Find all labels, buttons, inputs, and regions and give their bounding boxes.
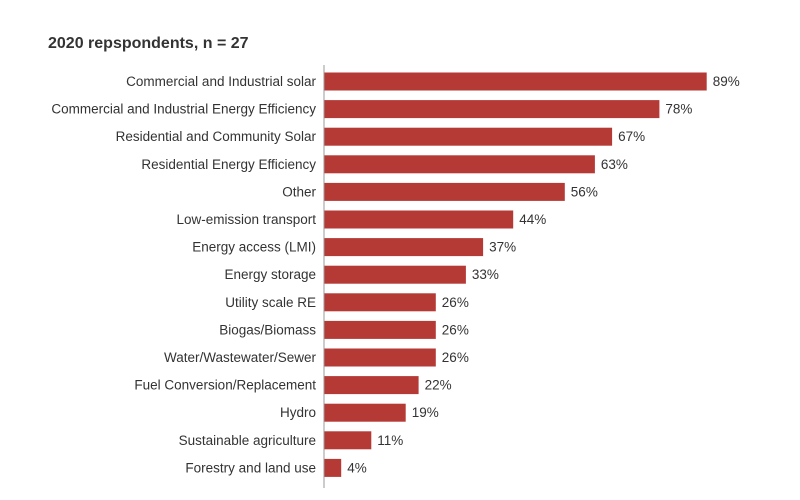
value-label: 26% bbox=[442, 350, 469, 365]
category-label: Residential Energy Efficiency bbox=[141, 157, 316, 172]
bar bbox=[324, 403, 406, 422]
value-label: 33% bbox=[472, 267, 499, 282]
value-label: 78% bbox=[665, 102, 692, 117]
category-label: Forestry and land use bbox=[185, 460, 316, 475]
category-label: Fuel Conversion/Replacement bbox=[134, 378, 316, 393]
category-label: Energy storage bbox=[224, 267, 316, 282]
value-label: 63% bbox=[601, 157, 628, 172]
value-label: 89% bbox=[713, 74, 740, 89]
bar bbox=[324, 72, 707, 91]
bar bbox=[324, 431, 372, 450]
category-label: Biogas/Biomass bbox=[219, 322, 316, 337]
category-label: Water/Wastewater/Sewer bbox=[164, 350, 317, 365]
category-label: Energy access (LMI) bbox=[192, 240, 316, 255]
value-label: 19% bbox=[412, 405, 439, 420]
bar bbox=[324, 210, 514, 229]
value-label: 26% bbox=[442, 295, 469, 310]
value-label: 44% bbox=[519, 212, 546, 227]
category-label: Utility scale RE bbox=[225, 295, 316, 310]
bar bbox=[324, 127, 613, 146]
bar bbox=[324, 238, 484, 257]
value-label: 67% bbox=[618, 129, 645, 144]
bar bbox=[324, 155, 595, 174]
category-label: Hydro bbox=[280, 405, 316, 420]
category-label: Residential and Community Solar bbox=[116, 129, 317, 144]
bar bbox=[324, 376, 419, 395]
value-label: 22% bbox=[425, 378, 452, 393]
category-label: Other bbox=[282, 184, 316, 199]
chart-title: 2020 repspondents, n = 27 bbox=[48, 35, 249, 52]
category-label: Low-emission transport bbox=[176, 212, 316, 227]
value-label: 4% bbox=[347, 460, 367, 475]
value-label: 56% bbox=[571, 184, 598, 199]
bar bbox=[324, 458, 342, 477]
category-label: Commercial and Industrial solar bbox=[126, 74, 316, 89]
category-label: Sustainable agriculture bbox=[179, 433, 316, 448]
value-label: 37% bbox=[489, 240, 516, 255]
category-label: Commercial and Industrial Energy Efficie… bbox=[51, 102, 316, 117]
bar bbox=[324, 265, 466, 284]
bar bbox=[324, 348, 436, 367]
bar bbox=[324, 320, 436, 339]
bars-group: Commercial and Industrial solar 89% Commer… bbox=[51, 72, 740, 477]
value-label: 26% bbox=[442, 322, 469, 337]
bar bbox=[324, 182, 565, 201]
bar bbox=[324, 100, 660, 119]
value-label: 11% bbox=[377, 433, 403, 448]
bar bbox=[324, 293, 436, 312]
